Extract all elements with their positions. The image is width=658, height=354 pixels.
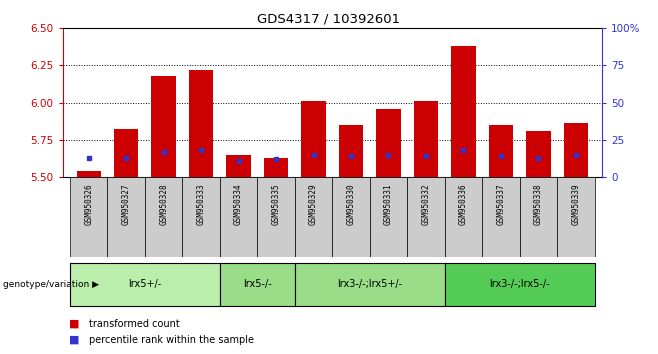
Text: GSM950337: GSM950337	[496, 183, 505, 225]
Bar	[182, 177, 220, 257]
Bar	[339, 125, 363, 177]
Bar	[145, 177, 182, 257]
Text: GSM950338: GSM950338	[534, 183, 543, 225]
Bar	[301, 101, 326, 177]
Text: GSM950327: GSM950327	[122, 183, 131, 225]
Bar	[407, 177, 445, 257]
Text: ■: ■	[69, 319, 80, 329]
Bar	[557, 177, 595, 257]
Text: GSM950334: GSM950334	[234, 183, 243, 225]
Text: GSM950333: GSM950333	[197, 183, 206, 225]
Bar	[189, 70, 213, 177]
Text: GSM950328: GSM950328	[159, 183, 168, 225]
Bar	[489, 125, 513, 177]
Bar	[220, 177, 257, 257]
Bar	[370, 177, 407, 257]
Text: GSM950335: GSM950335	[272, 183, 280, 225]
Text: lrx5+/-: lrx5+/-	[128, 279, 162, 289]
Bar	[482, 177, 520, 257]
Bar	[295, 263, 445, 306]
Bar	[257, 177, 295, 257]
Text: GDS4317 / 10392601: GDS4317 / 10392601	[257, 12, 401, 25]
Text: GSM950336: GSM950336	[459, 183, 468, 225]
Text: GSM950339: GSM950339	[571, 183, 580, 225]
Bar	[70, 263, 220, 306]
Text: transformed count: transformed count	[89, 319, 180, 329]
Bar	[226, 155, 251, 177]
Bar	[445, 177, 482, 257]
Bar	[76, 171, 101, 177]
Bar	[70, 177, 107, 257]
Bar	[445, 263, 595, 306]
Text: percentile rank within the sample: percentile rank within the sample	[89, 335, 254, 345]
Text: genotype/variation ▶: genotype/variation ▶	[3, 280, 99, 289]
Text: lrx5-/-: lrx5-/-	[243, 279, 272, 289]
Text: ■: ■	[69, 335, 80, 345]
Text: GSM950330: GSM950330	[347, 183, 355, 225]
Bar	[264, 158, 288, 177]
Text: lrx3-/-;lrx5-/-: lrx3-/-;lrx5-/-	[490, 279, 550, 289]
Bar	[107, 177, 145, 257]
Bar	[376, 109, 401, 177]
Text: GSM950332: GSM950332	[422, 183, 430, 225]
Bar	[332, 177, 370, 257]
Bar	[151, 76, 176, 177]
Bar	[114, 130, 138, 177]
Bar	[295, 177, 332, 257]
Bar	[526, 131, 551, 177]
Text: GSM950331: GSM950331	[384, 183, 393, 225]
Bar	[564, 124, 588, 177]
Bar	[451, 46, 476, 177]
Text: GSM950326: GSM950326	[84, 183, 93, 225]
Text: lrx3-/-;lrx5+/-: lrx3-/-;lrx5+/-	[337, 279, 402, 289]
Text: GSM950329: GSM950329	[309, 183, 318, 225]
Bar	[220, 263, 295, 306]
Bar	[520, 177, 557, 257]
Bar	[414, 101, 438, 177]
